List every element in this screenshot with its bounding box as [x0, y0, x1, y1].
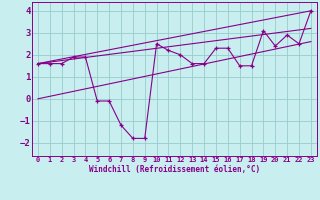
X-axis label: Windchill (Refroidissement éolien,°C): Windchill (Refroidissement éolien,°C): [89, 165, 260, 174]
